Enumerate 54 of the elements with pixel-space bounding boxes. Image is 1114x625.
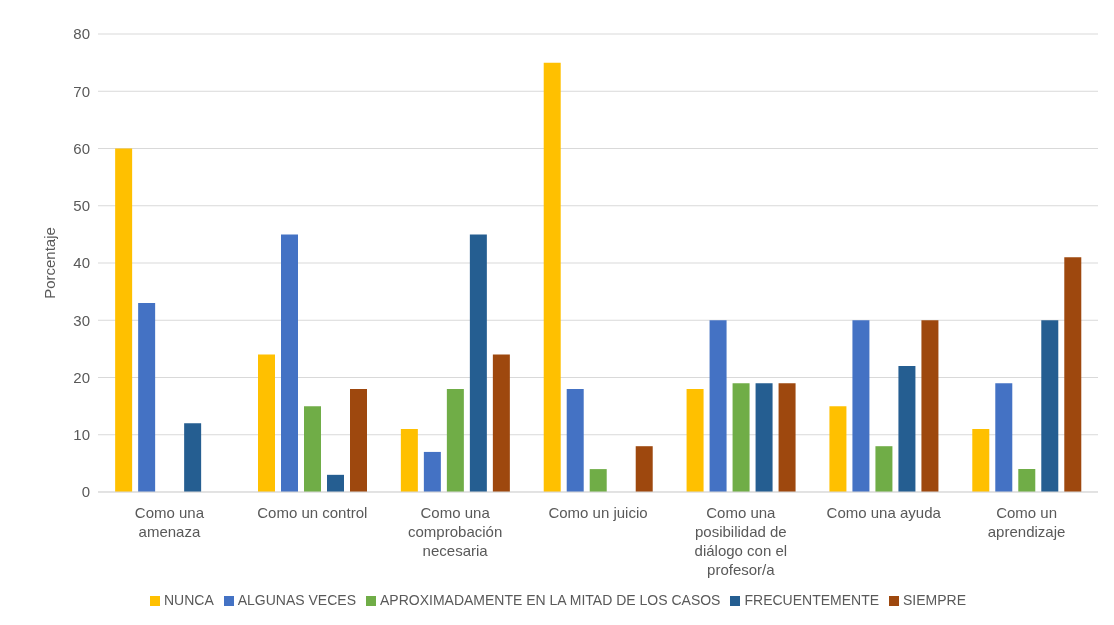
- bar: [304, 406, 321, 492]
- x-tick-label: Como una comprobación necesaria: [408, 504, 503, 559]
- bar: [184, 423, 202, 492]
- bar: [921, 320, 939, 492]
- y-axis-title: Porcentaje: [41, 227, 59, 299]
- y-tick-label: 40: [73, 254, 90, 272]
- bar: [709, 320, 727, 492]
- bar: [115, 148, 133, 492]
- bar: [446, 388, 464, 492]
- y-tick-label: 10: [73, 426, 90, 444]
- legend-label: FRECUENTEMENTE: [744, 592, 880, 608]
- bar: [1064, 257, 1082, 492]
- bar: [492, 354, 510, 492]
- bar: [281, 234, 298, 492]
- legend-label: SIEMPRE: [903, 592, 967, 608]
- y-tick-label: 50: [73, 197, 90, 215]
- x-tick-label: Como una amenaza: [134, 504, 205, 540]
- y-tick-label: 20: [73, 368, 90, 386]
- bar: [327, 474, 344, 492]
- bar: [400, 429, 418, 492]
- bar: [852, 320, 870, 492]
- legend-label: APROXIMADAMENTE EN LA MITAD DE LOS CASOS: [379, 592, 721, 608]
- x-tick-label: Como una ayuda: [826, 504, 942, 521]
- bar: [589, 469, 607, 492]
- bar: [566, 388, 584, 492]
- y-tick-label: 30: [73, 311, 90, 329]
- bar: [732, 383, 750, 492]
- x-tick-label: Como una posibilidad de diálogo con el profesor/a: [694, 504, 788, 578]
- bar: [258, 354, 275, 492]
- bar: [778, 383, 796, 492]
- y-tick-label: 60: [73, 139, 90, 157]
- bar: [469, 234, 487, 492]
- legend-label: ALGUNAS VECES: [237, 592, 356, 608]
- bar: [829, 406, 847, 492]
- bar: [686, 388, 704, 492]
- bar: [995, 383, 1013, 492]
- bar: [1018, 469, 1036, 492]
- bar: [755, 383, 773, 492]
- x-tick-label: Como un aprendizaje: [987, 504, 1066, 540]
- bar: [423, 451, 441, 492]
- bar: [350, 388, 367, 492]
- y-tick-label: 0: [81, 483, 90, 501]
- legend-label: NUNCA: [163, 592, 214, 608]
- bar: [898, 366, 916, 492]
- bar: [972, 429, 990, 492]
- x-tick-label: Como un control: [257, 504, 368, 521]
- bar: [875, 446, 893, 492]
- x-tick-label: Como un juicio: [548, 504, 648, 521]
- bar: [543, 62, 561, 492]
- bar: [635, 446, 653, 492]
- y-tick-label: 70: [73, 82, 90, 100]
- bar: [1041, 320, 1059, 492]
- y-tick-label: 80: [73, 25, 90, 43]
- bar: [138, 303, 156, 492]
